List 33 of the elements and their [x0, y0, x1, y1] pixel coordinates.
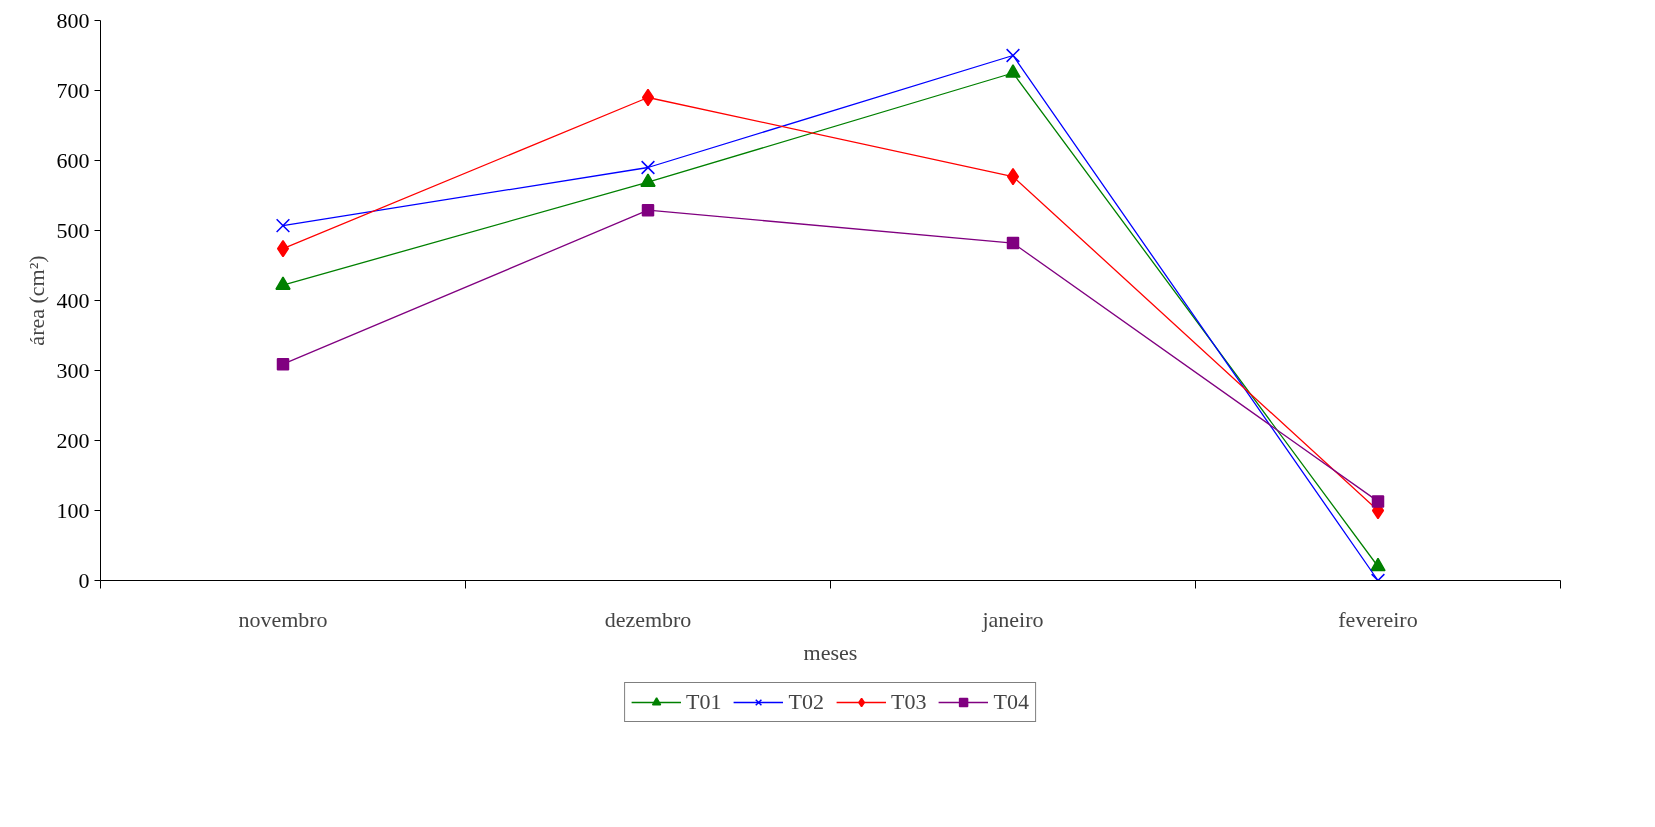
- legend-label: T03: [891, 689, 927, 715]
- legend-label: T02: [788, 689, 824, 715]
- y-tick-label: 200: [56, 427, 90, 453]
- point: [641, 88, 655, 107]
- x-axis-title: meses: [803, 639, 858, 665]
- y-tick-label: 800: [56, 7, 90, 33]
- point: [276, 357, 290, 371]
- y-tick-label: 0: [78, 567, 90, 593]
- y-tick-label: 700: [56, 77, 90, 103]
- point: [275, 218, 291, 233]
- y-tick-label: 100: [56, 497, 90, 523]
- point: [641, 203, 655, 217]
- point: [1005, 64, 1021, 78]
- y-tick-label: 400: [56, 287, 90, 313]
- point: [1371, 495, 1385, 508]
- point: [1005, 48, 1021, 63]
- y-tick-label: 500: [56, 217, 90, 243]
- legend-label: T01: [686, 689, 722, 715]
- y-tick-label: 300: [56, 357, 90, 383]
- y-tick-label: 600: [56, 147, 90, 173]
- point: [275, 276, 291, 290]
- point: [640, 173, 656, 187]
- point: [640, 160, 656, 175]
- legend-label: T04: [993, 689, 1029, 715]
- point: [1006, 236, 1020, 250]
- x-tick-label: janeiro: [981, 606, 1044, 632]
- y-axis-title: área (cm²): [23, 255, 49, 346]
- point: [276, 239, 290, 258]
- point: [1006, 167, 1020, 186]
- x-tick-label: fevereiro: [1338, 606, 1418, 632]
- x-tick-label: novembro: [238, 606, 328, 632]
- point: [1370, 557, 1386, 572]
- x-tick-label: dezembro: [604, 606, 692, 632]
